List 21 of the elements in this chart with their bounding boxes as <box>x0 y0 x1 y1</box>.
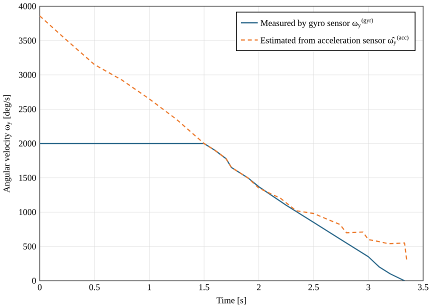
line-series <box>40 15 408 261</box>
y-tick-label: 0 <box>32 278 36 284</box>
x-tick-label: 0.5 <box>89 284 100 290</box>
x-tick-label: 1 <box>148 284 151 290</box>
x-tick-label: 2.5 <box>308 284 319 290</box>
x-axis-title: Time [s] <box>216 297 246 305</box>
y-tick-label: 2500 <box>18 106 36 112</box>
x-tick-label: 0 <box>38 284 42 290</box>
y-tick-label: 500 <box>23 244 36 250</box>
y-axis-title: Angular velocity ω$_{y}$ [deg/s] <box>3 95 12 193</box>
y-tick-label: 1000 <box>19 209 36 216</box>
x-tick-label: 3 <box>366 284 370 290</box>
y-tick-label: 3000 <box>18 72 36 78</box>
line-series <box>40 143 406 281</box>
y-tick-label: 3500 <box>18 38 36 44</box>
x-tick-label: 2 <box>257 284 261 290</box>
y-tick-label: 1500 <box>19 174 36 181</box>
y-tick-label: 2000 <box>18 140 36 147</box>
x-tick-label: 1.5 <box>199 284 210 290</box>
y-tick-label: 4000 <box>18 3 36 10</box>
x-tick-label: 3.5 <box>418 284 428 290</box>
